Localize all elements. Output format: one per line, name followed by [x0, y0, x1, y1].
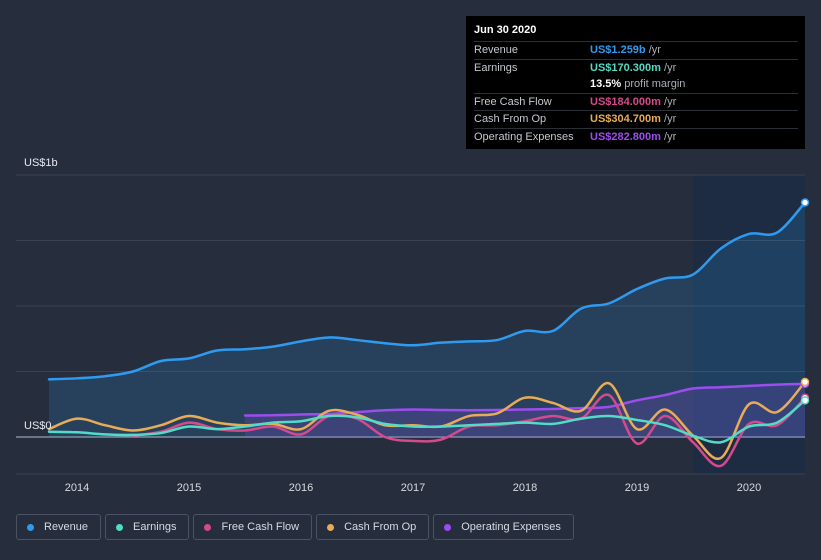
- tooltip-row: Revenue US$1.259b /yr: [474, 41, 798, 59]
- x-axis-labels: 2014 2015 2016 2017 2018 2019 2020: [65, 482, 761, 494]
- legend-item-cash-from-op[interactable]: Cash From Op: [316, 514, 430, 540]
- legend-label: Free Cash Flow: [221, 521, 300, 533]
- y-tick-label: US$0: [24, 420, 52, 432]
- legend-item-operating-expenses[interactable]: Operating Expenses: [433, 514, 574, 540]
- legend-label: Cash From Op: [344, 521, 417, 533]
- x-tick-label: 2020: [737, 482, 761, 494]
- x-tick-label: 2016: [289, 482, 313, 494]
- tooltip-row-label: Earnings: [474, 61, 518, 74]
- tooltip-row-value: US$304.700m /yr: [590, 113, 677, 126]
- tooltip-rows: Revenue US$1.259b /yr Earnings US$170.300m …: [474, 41, 798, 146]
- tooltip-row-label: Operating Expenses: [474, 130, 574, 143]
- tooltip-panel: Jun 30 2020 Revenue US$1.259b /yr Earnings…: [466, 16, 805, 149]
- revenue-area: [49, 202, 805, 437]
- tooltip-row-label: [474, 76, 590, 93]
- tooltip-date: Jun 30 2020: [474, 24, 537, 36]
- tooltip-row: Earnings US$170.300m /yr: [474, 58, 798, 77]
- legend-label: Revenue: [44, 521, 89, 533]
- legend: Revenue Earnings Free Cash Flow Cash From O…: [16, 514, 574, 542]
- legend-dot-icon: [444, 523, 452, 531]
- x-tick-label: 2014: [65, 482, 89, 494]
- tooltip-row: Cash From Op US$304.700m /yr: [474, 110, 798, 128]
- free-cash-flow-line: [131, 393, 807, 468]
- x-tick-label: 2018: [513, 482, 537, 494]
- legend-item-revenue[interactable]: Revenue: [16, 514, 102, 540]
- cash-from-op-endpoint[interactable]: [800, 377, 810, 387]
- revenue-endpoint[interactable]: [800, 198, 810, 207]
- legend-dot-icon: [327, 523, 335, 531]
- tooltip-row-value: 13.5% profit margin: [590, 78, 686, 91]
- tooltip-row: Operating Expenses US$282.800m /yr: [474, 127, 798, 146]
- legend-item-earnings[interactable]: Earnings: [105, 514, 190, 540]
- tooltip-row: 13.5% profit margin: [474, 76, 798, 93]
- tooltip-row-label: Cash From Op: [474, 113, 547, 126]
- tooltip-row-value: US$184.000m /yr: [590, 95, 677, 108]
- legend-dot-icon: [204, 523, 212, 531]
- legend-dot-icon: [27, 523, 34, 531]
- tooltip-row: Free Cash Flow US$184.000m /yr: [474, 92, 798, 111]
- tooltip-row-label: Free Cash Flow: [474, 95, 552, 108]
- x-tick-label: 2019: [625, 482, 649, 494]
- revenue-line: [47, 201, 807, 381]
- operating-expenses-line: [243, 382, 807, 417]
- earnings-line: [47, 399, 807, 444]
- legend-label: Earnings: [133, 521, 177, 533]
- series-fills: [49, 202, 805, 437]
- earnings-endpoint[interactable]: [800, 396, 810, 405]
- tooltip-row-value: US$282.800m /yr: [590, 130, 677, 143]
- legend-dot-icon: [116, 523, 124, 531]
- series-lines: [47, 201, 807, 468]
- tooltip-row-value: US$1.259b /yr: [590, 44, 661, 56]
- x-tick-label: 2015: [177, 482, 201, 494]
- legend-label: Operating Expenses: [461, 521, 561, 533]
- x-tick-label: 2017: [401, 482, 425, 494]
- gridlines: [16, 174, 805, 475]
- legend-item-free-cash-flow[interactable]: Free Cash Flow: [193, 514, 313, 540]
- series-endpoints: [800, 198, 810, 405]
- tooltip-row-label: Revenue: [474, 44, 519, 56]
- y-tick-label: US$1b: [24, 157, 58, 169]
- tooltip-row-value: US$170.300m /yr: [590, 61, 677, 74]
